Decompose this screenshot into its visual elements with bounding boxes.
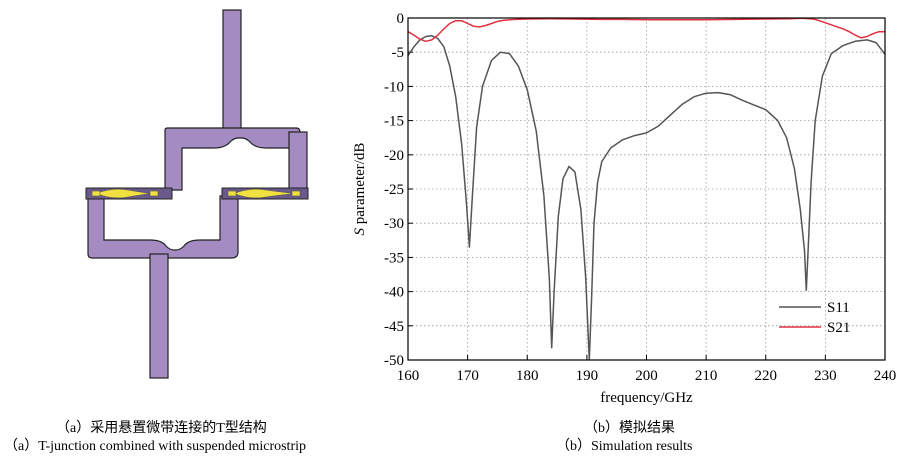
y-tick-label: -20: [384, 148, 404, 164]
y-tick-label: -50: [384, 353, 404, 369]
y-tick-label: -10: [384, 79, 404, 95]
x-tick-label: 220: [755, 368, 778, 384]
y-tick-label: 0: [397, 11, 405, 27]
lower-junction-bar: [87, 195, 239, 259]
upper-junction-bar: [164, 127, 301, 191]
legend-label-s11: S11: [827, 300, 850, 316]
y-tick-label: -30: [384, 216, 404, 232]
series-s21-line: [407, 17, 885, 43]
x-tick-label: 230: [814, 368, 837, 384]
t-junction-diagram: [85, 9, 309, 379]
x-tick-label: 200: [635, 368, 658, 384]
y-tick-label: -40: [384, 285, 404, 301]
caption-b-english: （b）Simulation results: [556, 439, 693, 454]
y-tick-label: -35: [384, 250, 404, 266]
caption-a-chinese: （a）采用悬置微带连接的T型结构: [56, 421, 267, 436]
bottom-feed-line: [149, 253, 169, 379]
x-tick-label: 180: [516, 368, 539, 384]
upper-right-arm: [288, 131, 308, 191]
y-tick-label: -15: [384, 114, 404, 130]
x-axis-label: frequency/GHz: [600, 390, 693, 406]
y-tick-label: -5: [392, 45, 405, 61]
top-feed-line: [222, 9, 242, 135]
x-tick-label: 170: [456, 368, 479, 384]
plot-frame: [407, 17, 886, 361]
x-tick-label: 240: [874, 368, 897, 384]
x-tick-label: 210: [695, 368, 718, 384]
caption-a-english: （a）T-junction combined with suspended mi…: [4, 439, 306, 454]
right-suspended-microstrip: [221, 187, 309, 200]
y-tick-label: -25: [384, 182, 404, 198]
x-tick-label: 160: [397, 368, 420, 384]
series-s11-line: [407, 35, 886, 361]
y-tick-label: -45: [384, 319, 404, 335]
x-tick-label: 190: [576, 368, 599, 384]
caption-b-chinese: （b）模拟结果: [584, 421, 675, 436]
y-axis-label: S parameter/dB: [352, 143, 368, 236]
s-parameter-chart: 160 170 180 190 200 210 220 230 240 0 -5 -10 -15 -20 -…: [352, 11, 897, 406]
left-suspended-microstrip: [85, 187, 173, 200]
legend-label-s21: S21: [827, 320, 850, 336]
